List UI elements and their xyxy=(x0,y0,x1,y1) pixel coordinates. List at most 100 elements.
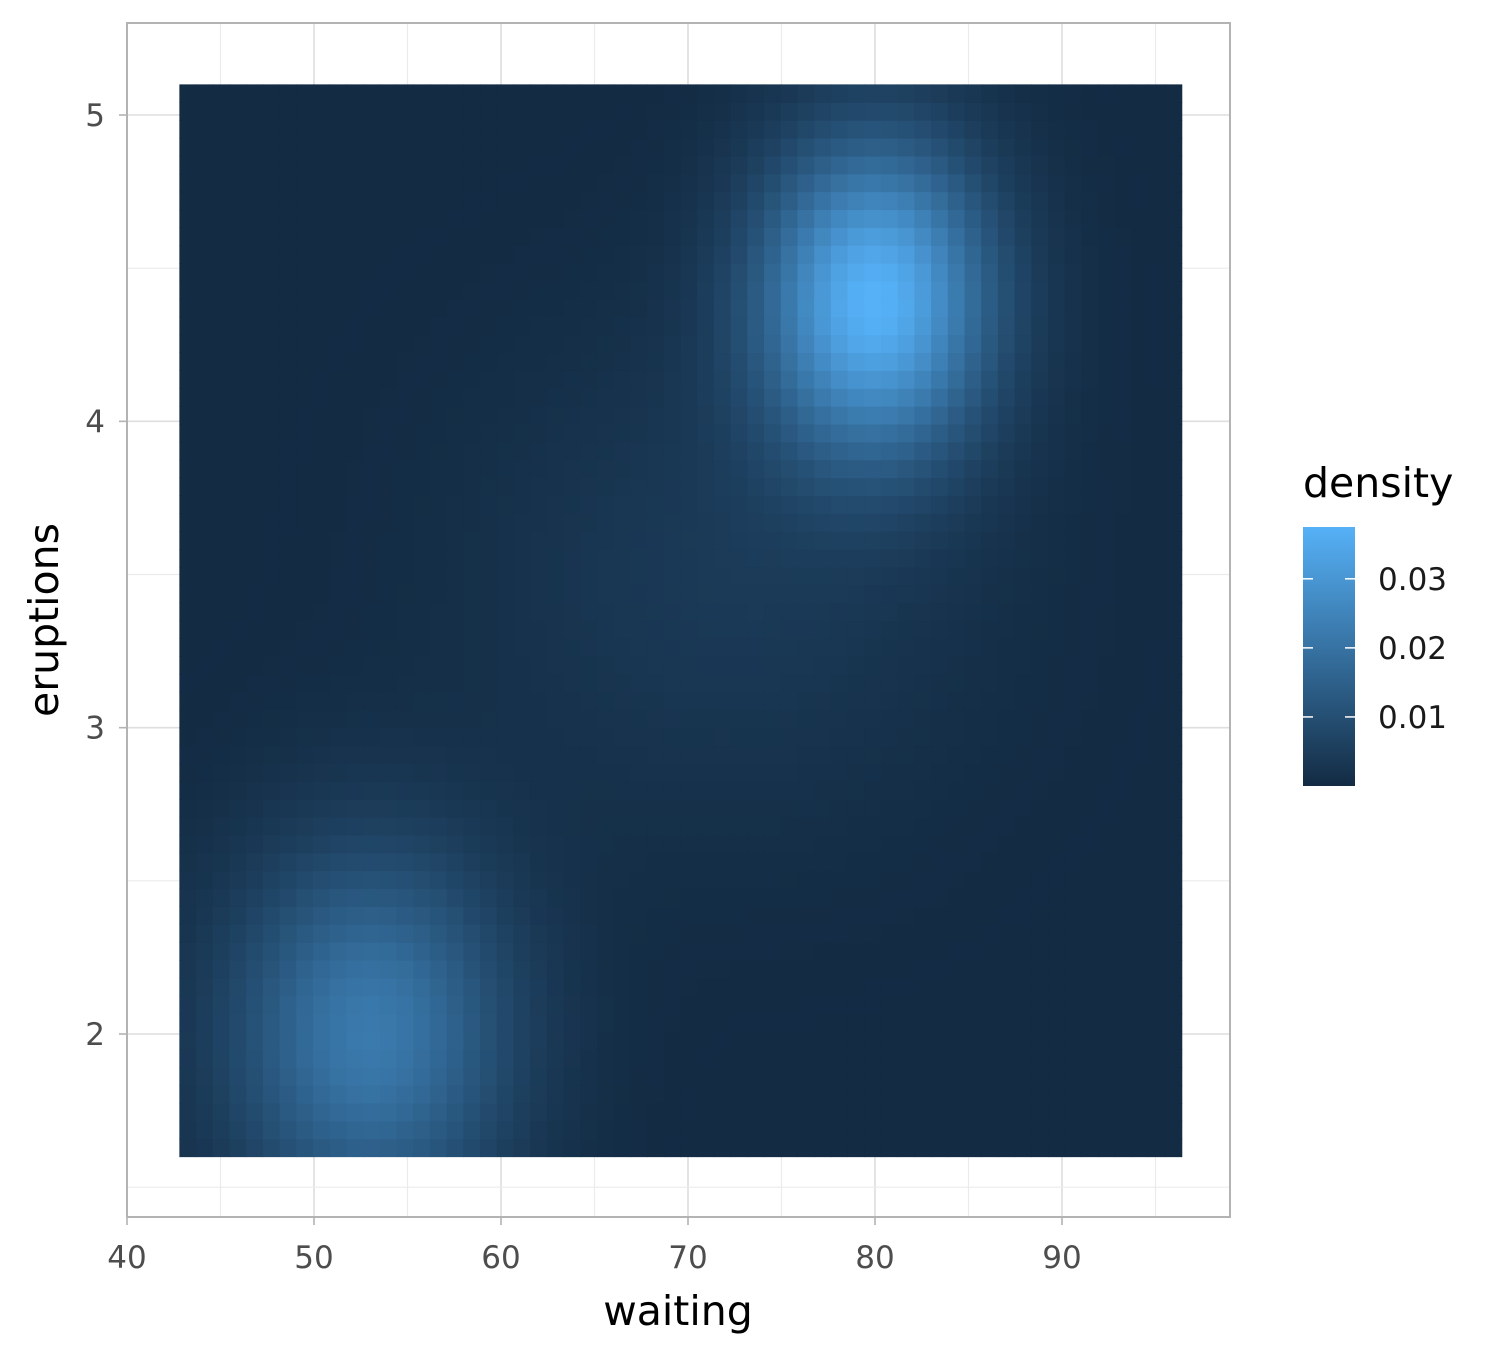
density-cell xyxy=(413,763,430,781)
density-cell xyxy=(898,853,915,871)
density-cell xyxy=(380,817,397,835)
density-cell xyxy=(447,567,464,585)
density-cell xyxy=(363,763,380,781)
density-cell xyxy=(430,692,447,710)
density-cell xyxy=(747,978,764,996)
density-cell xyxy=(213,120,230,138)
density-cell xyxy=(1031,388,1048,406)
density-cell xyxy=(864,1067,881,1085)
density-cell xyxy=(1115,317,1132,335)
density-cell xyxy=(313,1014,330,1032)
density-cell xyxy=(1048,942,1065,960)
density-cell xyxy=(463,460,480,478)
density-cell xyxy=(463,674,480,692)
density-cell xyxy=(714,888,731,906)
density-cell xyxy=(948,817,965,835)
density-cell xyxy=(346,888,363,906)
density-cell xyxy=(480,1049,497,1067)
density-cell xyxy=(797,1031,814,1049)
density-cell xyxy=(831,156,848,174)
density-cell xyxy=(346,424,363,442)
density-cell xyxy=(697,763,714,781)
density-cell xyxy=(731,424,748,442)
density-cell xyxy=(363,710,380,728)
density-cell xyxy=(664,692,681,710)
density-cell xyxy=(731,620,748,638)
density-cell xyxy=(330,710,347,728)
density-cell xyxy=(1165,996,1182,1014)
density-cell xyxy=(647,513,664,531)
density-cell xyxy=(1031,1031,1048,1049)
density-cell xyxy=(330,299,347,317)
density-cell xyxy=(1165,495,1182,513)
density-cell xyxy=(697,567,714,585)
density-cell xyxy=(330,263,347,281)
density-cell xyxy=(697,674,714,692)
density-cell xyxy=(781,1067,798,1085)
density-cell xyxy=(697,1014,714,1032)
density-cell xyxy=(965,209,982,227)
density-cell xyxy=(1015,567,1032,585)
density-cell xyxy=(380,263,397,281)
density-cell xyxy=(647,317,664,335)
density-cell xyxy=(831,692,848,710)
density-cell xyxy=(196,156,213,174)
density-cell xyxy=(1098,1139,1115,1157)
density-cell xyxy=(580,620,597,638)
density-cell xyxy=(363,513,380,531)
density-cell xyxy=(981,692,998,710)
density-cell xyxy=(1031,156,1048,174)
density-cell xyxy=(1065,335,1082,353)
density-cell xyxy=(1031,209,1048,227)
density-cell xyxy=(848,424,865,442)
density-cell xyxy=(731,84,748,102)
density-cell xyxy=(831,227,848,245)
density-cell xyxy=(647,460,664,478)
density-cell xyxy=(747,227,764,245)
density-cell xyxy=(547,138,564,156)
density-cell xyxy=(413,1103,430,1121)
density-cell xyxy=(346,460,363,478)
density-cell xyxy=(1165,978,1182,996)
density-cell xyxy=(213,299,230,317)
density-cell xyxy=(397,710,414,728)
density-cell xyxy=(731,388,748,406)
density-cell xyxy=(263,317,280,335)
density-cell xyxy=(965,1049,982,1067)
density-cell xyxy=(196,710,213,728)
density-cell xyxy=(330,460,347,478)
density-cell xyxy=(848,317,865,335)
density-cell xyxy=(229,352,246,370)
density-cell xyxy=(1098,888,1115,906)
density-cell xyxy=(881,513,898,531)
density-cell xyxy=(179,335,196,353)
density-cell xyxy=(864,1031,881,1049)
density-cell xyxy=(614,102,631,120)
density-cell xyxy=(797,603,814,621)
density-cell xyxy=(965,906,982,924)
density-cell xyxy=(697,227,714,245)
density-cell xyxy=(413,728,430,746)
density-cell xyxy=(530,227,547,245)
density-cell xyxy=(597,817,614,835)
density-cell xyxy=(1081,1121,1098,1139)
density-cell xyxy=(346,513,363,531)
density-cell xyxy=(296,763,313,781)
density-cell xyxy=(513,1139,530,1157)
density-cell xyxy=(597,460,614,478)
density-cell xyxy=(630,1014,647,1032)
density-cell xyxy=(1132,1085,1149,1103)
density-cell xyxy=(330,603,347,621)
density-cell xyxy=(213,192,230,210)
density-cell xyxy=(313,227,330,245)
density-cell xyxy=(413,1067,430,1085)
density-cell xyxy=(965,102,982,120)
density-cell xyxy=(229,209,246,227)
density-cell xyxy=(497,370,514,388)
density-cell xyxy=(296,138,313,156)
density-cell xyxy=(731,478,748,496)
density-cell xyxy=(630,638,647,656)
density-cell xyxy=(530,156,547,174)
density-cell xyxy=(914,227,931,245)
density-cell xyxy=(413,853,430,871)
